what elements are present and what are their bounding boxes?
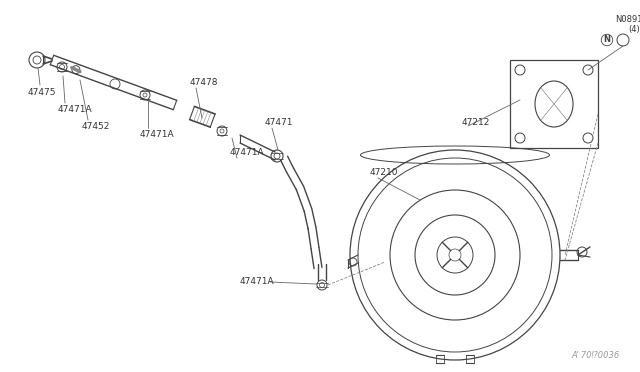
Text: 47212: 47212 <box>462 118 490 127</box>
Text: 47478: 47478 <box>190 78 218 87</box>
Text: 47475: 47475 <box>28 88 56 97</box>
Text: N08911-1082G: N08911-1082G <box>615 15 640 24</box>
Text: 47210: 47210 <box>370 168 399 177</box>
Text: 47471A: 47471A <box>140 130 175 139</box>
Text: 47471: 47471 <box>265 118 294 127</box>
Text: (4): (4) <box>628 25 640 34</box>
Text: 47452: 47452 <box>82 122 110 131</box>
Text: 47471A: 47471A <box>240 278 275 286</box>
Text: N: N <box>604 35 611 45</box>
Text: A’ 70⁉0036: A’ 70⁉0036 <box>572 351 620 360</box>
Bar <box>510 60 598 148</box>
Text: 47471A: 47471A <box>58 105 93 114</box>
Text: 47471A: 47471A <box>230 148 264 157</box>
